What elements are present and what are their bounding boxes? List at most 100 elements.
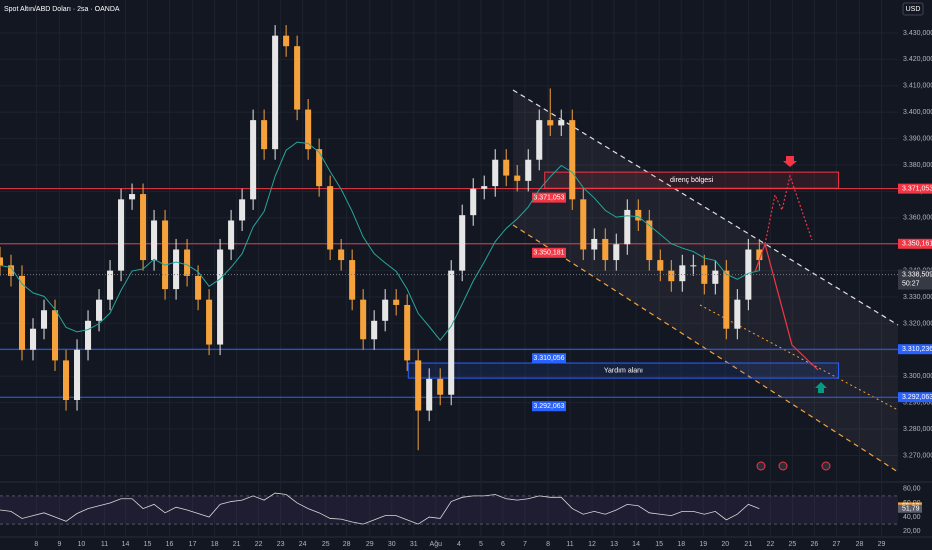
moving-average bbox=[0, 141, 760, 341]
candle-body bbox=[173, 249, 180, 290]
x-tick-label: 18 bbox=[677, 541, 685, 548]
candle-body bbox=[7, 265, 15, 276]
y-tick-label: 3.270,000 bbox=[903, 452, 932, 459]
candle-body bbox=[184, 249, 191, 276]
level-inline-tag bbox=[532, 353, 566, 364]
candle-body bbox=[481, 186, 488, 189]
candle-body bbox=[646, 220, 653, 261]
candle-body bbox=[382, 299, 389, 321]
projection-path bbox=[754, 241, 819, 371]
candle-body bbox=[283, 35, 290, 47]
y-tick-label: 3.390,000 bbox=[903, 135, 932, 142]
rsi-band bbox=[0, 495, 898, 525]
x-tick-label: 5 bbox=[479, 541, 483, 548]
candle-body bbox=[327, 186, 334, 250]
candle-body bbox=[602, 238, 609, 261]
candle-body bbox=[635, 209, 642, 221]
candle-body bbox=[360, 299, 367, 340]
candle-body bbox=[690, 265, 697, 267]
candle-body bbox=[0, 257, 4, 266]
up-arrow bbox=[815, 382, 827, 393]
candle-body bbox=[613, 244, 620, 261]
candle-body bbox=[404, 304, 411, 361]
candle-body bbox=[514, 175, 521, 181]
x-tick-label: 16 bbox=[166, 541, 174, 548]
candle-body bbox=[591, 238, 598, 250]
event-icon[interactable] bbox=[821, 461, 831, 471]
candle-body bbox=[294, 46, 301, 110]
level-tag bbox=[898, 392, 932, 403]
y-tick-label: 3.410,000 bbox=[903, 83, 932, 90]
candle-body bbox=[492, 159, 499, 187]
last-price-tag bbox=[898, 269, 932, 290]
y-tick-label: 3.320,000 bbox=[903, 320, 932, 327]
zone-label: Yardım alanı bbox=[604, 367, 643, 374]
candle-body bbox=[525, 159, 532, 181]
event-icon[interactable] bbox=[756, 461, 766, 471]
event-icon[interactable] bbox=[778, 461, 788, 471]
x-tick-label: 24 bbox=[299, 541, 307, 548]
x-tick-label: 4 bbox=[457, 541, 461, 548]
candle-body bbox=[624, 209, 631, 245]
x-tick-label: Ağu bbox=[430, 541, 443, 548]
down-arrow bbox=[783, 156, 797, 167]
candle-body bbox=[547, 120, 554, 126]
level-tag bbox=[898, 344, 932, 355]
candle-body bbox=[580, 199, 587, 250]
x-tick-label: 29 bbox=[878, 541, 886, 548]
candle-body bbox=[657, 260, 664, 271]
y-tick-label: 3.380,000 bbox=[903, 162, 932, 169]
candle-body bbox=[118, 199, 125, 271]
x-tick-label: 13 bbox=[610, 541, 618, 548]
channel-mid bbox=[699, 304, 899, 411]
chart-title: Spot Altın/ABD Doları · 2sa · OANDA bbox=[4, 6, 120, 13]
currency-button[interactable] bbox=[902, 2, 924, 16]
y-tick-label: 3.330,000 bbox=[903, 294, 932, 301]
candle-body bbox=[470, 188, 477, 216]
candle-body bbox=[40, 310, 48, 329]
x-tick-label: 11 bbox=[566, 541, 573, 548]
x-tick-label: 21 bbox=[744, 541, 752, 548]
x-tick-label: 23 bbox=[277, 541, 285, 548]
zone bbox=[407, 362, 840, 379]
candle-body bbox=[85, 320, 92, 350]
level-inline-label: 3.292,063 bbox=[533, 403, 564, 410]
candle-body bbox=[503, 159, 510, 176]
candle-body bbox=[459, 215, 466, 271]
x-tick-label: 26 bbox=[810, 541, 818, 548]
candle-body bbox=[701, 265, 708, 284]
candle-body bbox=[745, 249, 752, 300]
candle-body bbox=[129, 194, 136, 200]
x-tick-label: 18 bbox=[211, 541, 219, 548]
x-tick-label: 12 bbox=[588, 541, 596, 548]
last-price-label: 3.338,509 bbox=[902, 271, 932, 278]
candle-body bbox=[261, 120, 268, 150]
x-tick-label: 22 bbox=[766, 541, 774, 548]
candle-body bbox=[305, 109, 312, 150]
candle-body bbox=[338, 249, 345, 261]
candle-body bbox=[96, 299, 103, 321]
x-tick-label: 17 bbox=[189, 541, 197, 548]
projection-alt bbox=[764, 173, 813, 245]
candle-body bbox=[239, 199, 246, 221]
level-inline-label: 3.350,181 bbox=[533, 250, 564, 257]
x-tick-label: 7 bbox=[523, 541, 527, 548]
countdown: 50:27 bbox=[902, 280, 920, 287]
candle-body bbox=[206, 299, 213, 345]
candle-body bbox=[228, 220, 235, 250]
candle-body bbox=[63, 360, 70, 400]
candle-body bbox=[426, 378, 433, 411]
x-tick-label: 22 bbox=[255, 541, 263, 548]
level-inline-tag bbox=[532, 192, 566, 203]
x-tick-label: 10 bbox=[78, 541, 86, 548]
rsi-tick-label: 80,00 bbox=[903, 486, 921, 493]
rsi-tick-label: 40,00 bbox=[903, 514, 921, 521]
x-tick-label: 25 bbox=[322, 541, 330, 548]
currency-label[interactable]: USD bbox=[906, 6, 921, 13]
level-inline-tag bbox=[532, 247, 566, 258]
level-inline-label: 3.310,056 bbox=[533, 355, 564, 362]
y-tick-label: 3.420,000 bbox=[903, 56, 932, 63]
x-tick-label: 30 bbox=[388, 541, 396, 548]
y-tick-label: 3.300,000 bbox=[903, 373, 932, 380]
level-price: 3.371,053 bbox=[902, 185, 932, 192]
